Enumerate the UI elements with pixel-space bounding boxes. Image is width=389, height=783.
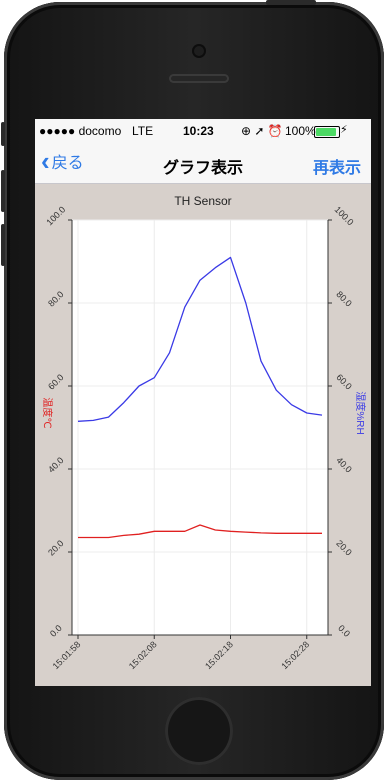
plot-area xyxy=(72,220,328,635)
status-bar: ●●●●● docomo LTE 10:23 ⊕ ➚ ⏰ 100% ⚡ xyxy=(35,119,371,143)
volume-up-button xyxy=(1,170,5,212)
back-label: 戻る xyxy=(51,155,84,172)
x-tick-label: 15:02:18 xyxy=(203,639,235,671)
y-tick-label-right: 60.0 xyxy=(334,372,353,391)
screen: ●●●●● docomo LTE 10:23 ⊕ ➚ ⏰ 100% ⚡ ‹ 戻る… xyxy=(35,119,371,686)
charging-icon: ⚡ xyxy=(340,124,348,136)
y-tick-label-left: 20.0 xyxy=(46,538,65,557)
y-tick-label-left: 40.0 xyxy=(46,455,65,474)
x-tick-label: 15:02:28 xyxy=(279,639,311,671)
navigation-bar: ‹ 戻る グラフ表示 再表示 xyxy=(35,143,371,184)
carrier: ●●●●● docomo xyxy=(39,124,122,138)
y-tick-label-left: 0.0 xyxy=(48,623,64,639)
chart: TH Sensor 0.0 20.0 40.0 60.0 80.0 100.0 0.0 20.… xyxy=(41,194,367,671)
chevron-left-icon: ‹ xyxy=(41,146,50,176)
y-axis-label-right: 湿度%RH xyxy=(354,391,367,434)
y-tick-label-right: 100.0 xyxy=(333,204,356,227)
y-tick-label-right: 20.0 xyxy=(334,538,353,557)
series-group xyxy=(77,256,323,539)
chart-title: TH Sensor xyxy=(174,194,231,208)
battery-icon xyxy=(314,126,340,138)
y-tick-label-right: 40.0 xyxy=(334,455,353,474)
network-type: LTE xyxy=(132,124,154,138)
back-button[interactable]: ‹ 戻る xyxy=(41,146,84,176)
x-tick-label: 15:01:58 xyxy=(51,639,83,671)
y-tick-label-right: 80.0 xyxy=(334,289,353,308)
mute-switch xyxy=(1,122,5,146)
y-tick-label-left: 60.0 xyxy=(46,372,65,391)
page-title: グラフ表示 xyxy=(162,160,243,177)
humidity-line xyxy=(77,256,323,422)
front-camera xyxy=(194,46,204,56)
status-icons: ⊕ ➚ ⏰ xyxy=(241,124,283,138)
clock: 10:23 xyxy=(183,124,214,138)
temperature-line xyxy=(78,524,322,539)
refresh-button[interactable]: 再表示 xyxy=(312,160,361,177)
y-axis-label-left: 温度℃ xyxy=(41,397,54,428)
y-tick-label-right: 0.0 xyxy=(336,623,352,639)
volume-down-button xyxy=(1,224,5,266)
x-tick-label: 15:02:08 xyxy=(127,639,159,671)
battery-fill xyxy=(316,128,336,136)
battery-percent: 100% xyxy=(285,124,316,138)
power-button xyxy=(266,0,316,5)
y-tick-label-left: 100.0 xyxy=(44,204,67,227)
earpiece-speaker xyxy=(169,74,229,83)
home-button[interactable] xyxy=(165,697,233,765)
y-tick-label-left: 80.0 xyxy=(46,289,65,308)
